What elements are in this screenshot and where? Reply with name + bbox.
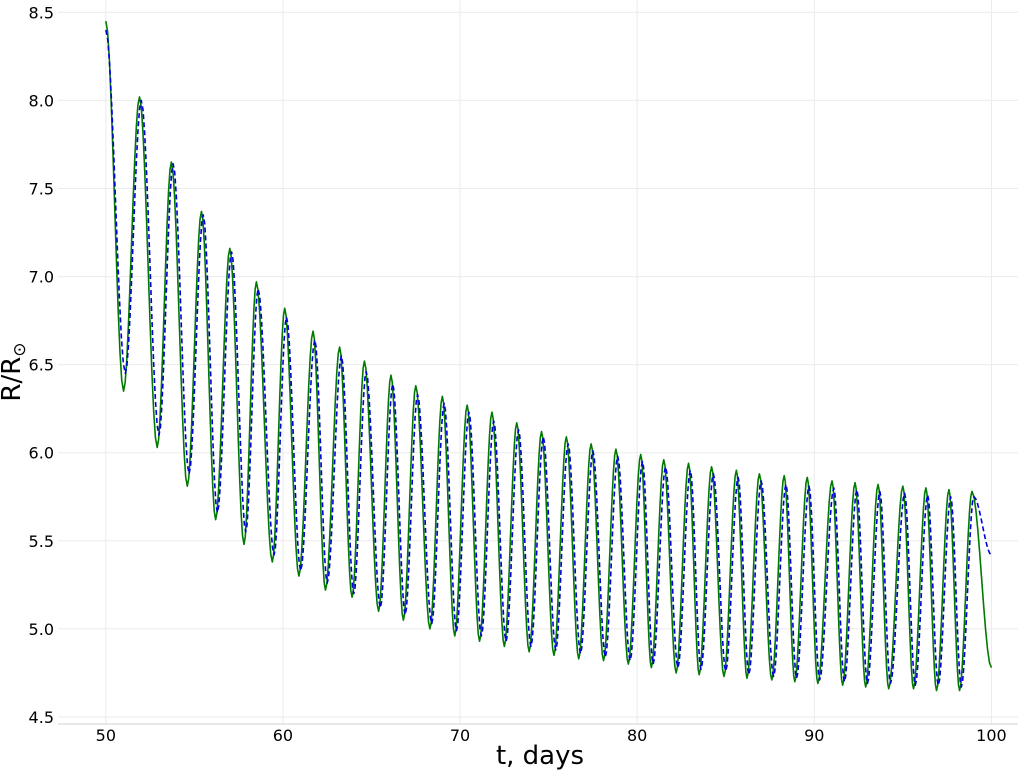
y-tick-label: 7.5 (29, 179, 54, 198)
x-tick-label: 90 (804, 726, 824, 745)
grid (58, 0, 1018, 724)
x-tick-label: 70 (450, 726, 470, 745)
x-tick-label: 50 (96, 726, 116, 745)
x-tick-label: 80 (627, 726, 647, 745)
y-tick-label: 6.5 (29, 356, 54, 375)
y-tick-labels: 4.5 5.0 5.5 6.0 6.5 7.0 7.5 8.0 8.5 (29, 3, 54, 727)
solid-series-line (105, 21, 993, 692)
x-axis-label: t, days (496, 741, 584, 770)
y-axis-label-subscript: ⊙ (10, 342, 30, 356)
y-tick-label: 5.5 (29, 532, 54, 551)
x-tick-labels: 50 60 70 80 90 100 (96, 726, 1007, 745)
y-tick-label: 4.5 (29, 708, 54, 727)
series-layer (105, 21, 993, 692)
x-tick-label: 60 (273, 726, 293, 745)
dashed-series-line (105, 29, 992, 688)
y-axis-label: R/R⊙ (0, 342, 30, 401)
x-tick-label: 100 (976, 726, 1007, 745)
y-tick-label: 8.0 (29, 91, 54, 110)
y-tick-label: 6.0 (29, 444, 54, 463)
y-axis-label-main: R/R (0, 357, 27, 402)
y-tick-label: 7.0 (29, 268, 54, 287)
y-tick-label: 5.0 (29, 620, 54, 639)
y-tick-label: 8.5 (29, 3, 54, 22)
